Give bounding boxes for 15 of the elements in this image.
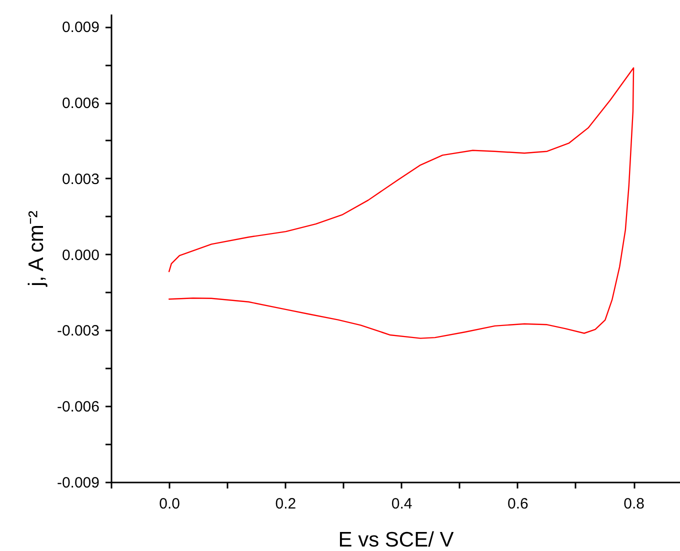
y-tick-label: 0.006 [62, 95, 100, 112]
x-tick-label: 0.6 [508, 496, 528, 512]
y-tick-label: -0.009 [56, 474, 100, 492]
x-tick-label: 0.0 [159, 496, 180, 512]
y-axis-title: j, A cm⁻² [24, 210, 48, 288]
x-tick-label: 0.4 [391, 496, 412, 512]
y-tick-label: -0.006 [56, 398, 100, 416]
y-tick-label: 0.003 [62, 170, 100, 188]
x-axis-title: E vs SCE/ V [338, 528, 454, 551]
y-tick-label: 0.000 [62, 246, 100, 264]
x-tick-label: 0.2 [275, 496, 296, 512]
y-tick-label: -0.003 [56, 322, 100, 340]
line-series [168, 67, 634, 339]
y-tick-label: 0.009 [62, 19, 100, 36]
x-tick-label: 0.8 [624, 496, 644, 512]
